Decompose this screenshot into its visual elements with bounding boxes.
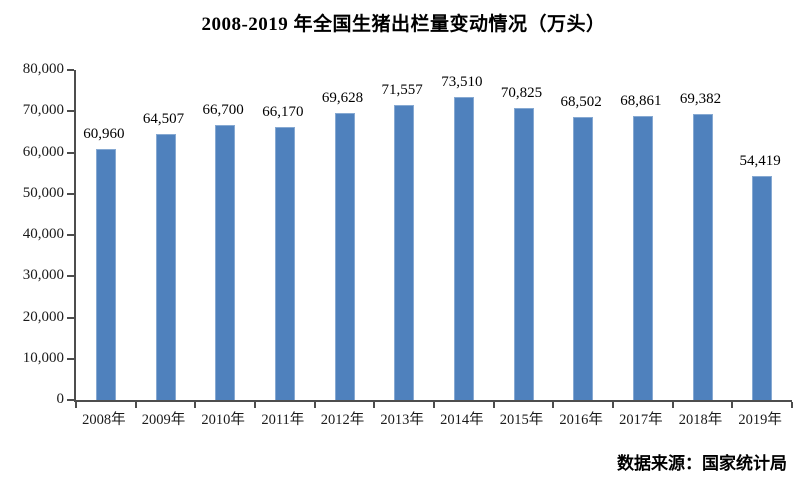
y-axis-tick [67, 399, 74, 401]
x-axis-tick-label: 2013年 [380, 412, 424, 428]
bar [155, 133, 176, 400]
y-axis-tick-label: 30,000 [22, 267, 64, 284]
x-axis-tick [791, 402, 793, 408]
bar-value-label: 70,825 [500, 84, 543, 101]
x-axis-tick-label: 2015年 [499, 412, 544, 428]
x-axis-tick-label: 2011年 [261, 412, 305, 428]
x-axis-tick-label: 2014年 [440, 412, 484, 428]
x-axis-tick-label: 2016年 [559, 412, 603, 428]
bar [513, 107, 534, 400]
bar [274, 127, 295, 400]
bar [95, 148, 116, 400]
bar [394, 104, 415, 400]
bar [334, 112, 355, 400]
x-axis-tick-label: 2019年 [738, 412, 782, 428]
x-axis-tick-label: 2010年 [201, 412, 245, 428]
bar-value-label: 66,700 [202, 101, 244, 118]
bar [573, 117, 594, 400]
y-axis-tick [67, 69, 74, 71]
y-axis-tick [67, 357, 74, 360]
x-axis-tick-label: 2008年 [82, 412, 126, 428]
bar-value-label: 66,170 [262, 104, 304, 121]
y-axis-tick-label: 10,000 [22, 349, 64, 366]
bar-value-label: 64,507 [142, 110, 185, 127]
bar [752, 175, 773, 400]
y-axis-tick [67, 192, 74, 195]
y-axis-tick-label: 40,000 [22, 226, 64, 242]
bar [692, 113, 713, 400]
bar [215, 124, 236, 400]
y-axis-tick [67, 110, 74, 113]
x-axis-tick [552, 402, 555, 408]
bar [453, 96, 474, 400]
x-axis-tick [313, 402, 316, 408]
x-axis-tick [492, 402, 495, 408]
x-axis-tick [194, 402, 197, 408]
bar [632, 115, 653, 400]
bar-value-label: 69,382 [679, 90, 722, 107]
bar-value-label: 69,628 [321, 89, 364, 106]
plot-area [67, 69, 793, 408]
x-axis-tick [75, 402, 77, 408]
x-axis-tick [433, 402, 435, 408]
x-axis-tick-label: 2009年 [141, 412, 186, 428]
bar-value-label: 68,861 [620, 92, 662, 109]
x-axis-tick [373, 402, 376, 408]
x-axis-tick-label: 2018年 [678, 412, 723, 428]
x-axis-tick [671, 402, 674, 408]
x-axis-tick [612, 402, 614, 408]
x-axis-tick-label: 2012年 [320, 412, 365, 428]
y-axis-tick-label: 60,000 [22, 143, 64, 160]
y-axis-tick-label: 0 [56, 391, 65, 407]
y-axis-tick-label: 70,000 [22, 102, 64, 119]
bar-value-label: 71,557 [381, 81, 423, 98]
bar-value-label: 54,419 [739, 152, 781, 169]
chart-title: 2008-2019 年全国生猪出栏量变动情况（万头） [201, 14, 606, 35]
bar-value-label: 73,510 [441, 73, 483, 90]
x-axis-tick [134, 402, 137, 408]
bar-value-label: 60,960 [83, 125, 125, 142]
y-axis-tick [67, 151, 74, 154]
y-axis-tick [67, 316, 74, 319]
x-axis-tick-label: 2017年 [619, 412, 663, 428]
y-axis-tick-label: 50,000 [22, 184, 64, 201]
x-axis-tick [731, 402, 734, 408]
y-axis-tick [67, 275, 74, 278]
data-source-caption: 数据来源：国家统计局 [617, 454, 787, 473]
y-axis-tick-label: 80,000 [22, 61, 64, 77]
x-axis-tick [254, 402, 256, 408]
y-axis-tick-label: 20,000 [22, 308, 64, 325]
y-axis-tick [67, 234, 74, 236]
bar-value-label: 68,502 [560, 94, 602, 111]
